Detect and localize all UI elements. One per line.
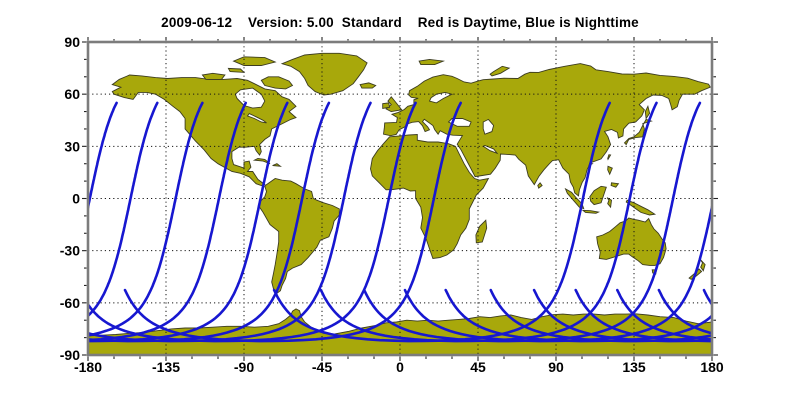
x-axis-tick-label: 45 bbox=[470, 359, 486, 375]
satellite-ground-track bbox=[0, 103, 33, 341]
landmass bbox=[623, 118, 653, 146]
plot-frame bbox=[86, 40, 714, 357]
x-axis-tick-label: 180 bbox=[700, 359, 724, 375]
satellite-ground-track bbox=[88, 101, 118, 214]
landmass bbox=[699, 258, 706, 272]
x-axis-tick-label: -45 bbox=[312, 359, 332, 375]
water-body bbox=[234, 87, 266, 109]
satellite-ground-track bbox=[362, 101, 702, 343]
landmass bbox=[370, 134, 490, 259]
landmass bbox=[489, 65, 511, 77]
y-axis-tick-label: 0 bbox=[72, 191, 80, 207]
water-body bbox=[482, 145, 499, 155]
x-axis-tick-label: 90 bbox=[548, 359, 564, 375]
landmass bbox=[606, 197, 612, 209]
landmass bbox=[111, 74, 297, 186]
landmass bbox=[232, 56, 277, 66]
satellite-ground-track bbox=[88, 101, 331, 343]
water-body bbox=[246, 113, 267, 124]
landmass bbox=[610, 182, 620, 188]
satellite-ground-track bbox=[272, 101, 611, 343]
satellite-ground-track bbox=[88, 101, 417, 343]
satellite-ground-track bbox=[88, 101, 289, 343]
x-axis-tick-label: 135 bbox=[622, 359, 646, 375]
y-axis-tick-label: -60 bbox=[60, 295, 80, 311]
landmass bbox=[625, 199, 657, 216]
y-axis-tick-label: 60 bbox=[64, 86, 80, 102]
landmass bbox=[537, 182, 543, 189]
satellite-ground-track bbox=[123, 101, 462, 343]
satellite-ground-track bbox=[702, 288, 712, 307]
landmass bbox=[280, 52, 368, 96]
landmass bbox=[382, 102, 391, 109]
satellite-ground-track bbox=[88, 101, 159, 318]
landmass bbox=[607, 165, 613, 176]
landmass bbox=[359, 82, 377, 89]
water-body bbox=[482, 118, 495, 135]
satellite-ground-track bbox=[319, 101, 658, 343]
landmass bbox=[581, 209, 600, 214]
satellite-ground-track bbox=[88, 101, 204, 337]
landmass bbox=[201, 72, 226, 80]
satellite-ground-track bbox=[88, 101, 372, 343]
y-axis-tick-label: 30 bbox=[64, 138, 80, 154]
satellite-ground-track bbox=[574, 288, 712, 343]
landmass bbox=[259, 178, 340, 294]
y-axis-tick-label: -90 bbox=[60, 347, 80, 363]
landmass bbox=[589, 185, 607, 206]
y-axis-tick-label: 90 bbox=[64, 34, 80, 50]
landmass bbox=[260, 76, 294, 90]
landmass bbox=[475, 219, 488, 244]
landmass bbox=[644, 104, 651, 120]
landmass bbox=[607, 154, 612, 161]
x-axis-tick-label: 0 bbox=[396, 359, 404, 375]
satellite-ground-track bbox=[532, 288, 712, 343]
landmass bbox=[383, 63, 711, 197]
satellite-ground-track bbox=[749, 103, 800, 341]
landmass bbox=[227, 67, 246, 73]
landmass bbox=[564, 187, 585, 210]
satellite-ground-track bbox=[616, 288, 712, 341]
water-body bbox=[428, 91, 454, 104]
landmass bbox=[596, 217, 667, 266]
plot-area bbox=[0, 42, 800, 355]
landmass bbox=[272, 163, 282, 167]
x-axis-tick-label: -135 bbox=[152, 359, 180, 375]
chart-title: 2009-06-12 Version: 5.00 Standard Red is… bbox=[161, 15, 639, 30]
satellite-ground-track bbox=[88, 101, 247, 342]
y-axis-tick-label: -30 bbox=[60, 243, 80, 259]
x-axis-tick-label: -180 bbox=[74, 359, 102, 375]
landmass bbox=[418, 58, 446, 66]
x-axis-tick-label: -90 bbox=[234, 359, 254, 375]
